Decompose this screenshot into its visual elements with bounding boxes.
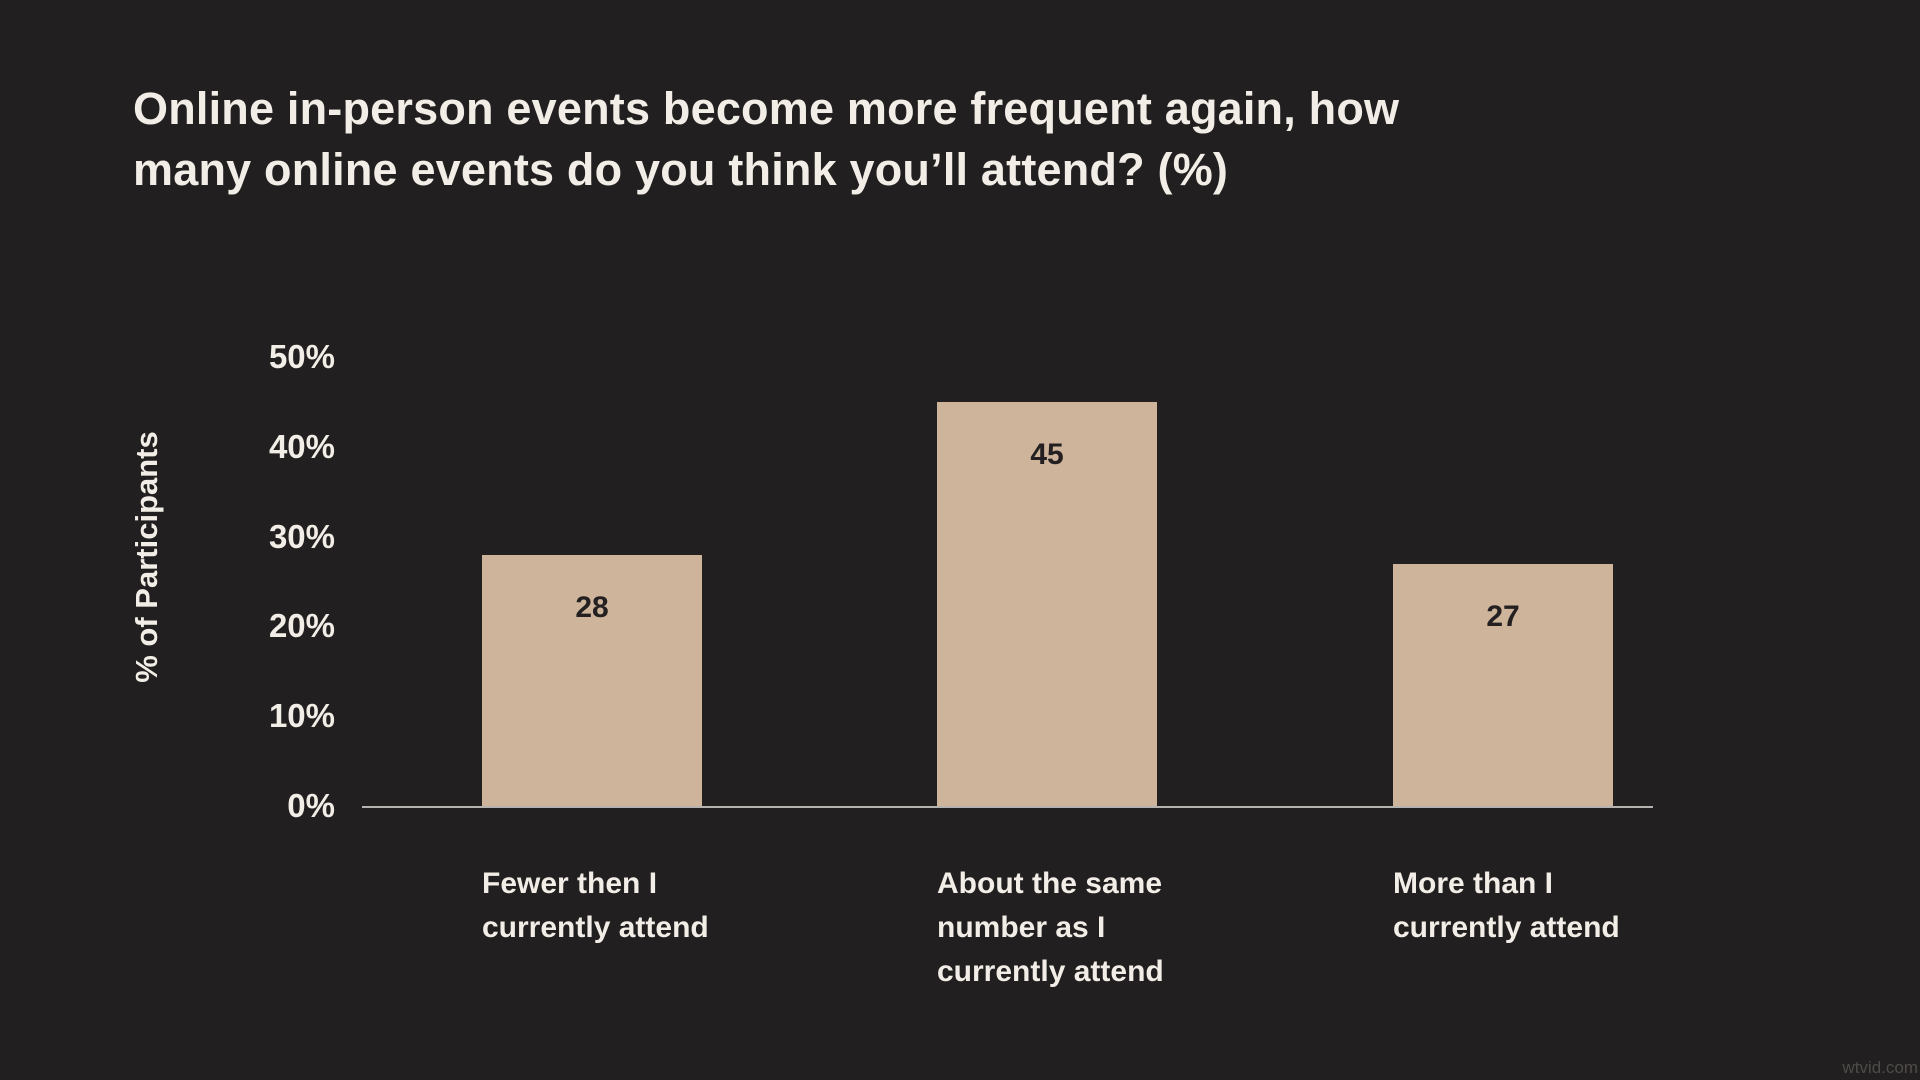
y-tick-label: 50% [268, 338, 335, 375]
x-category-label: About the same number as I currently att… [937, 867, 1164, 988]
plot-area: 28 45 27 [362, 357, 1653, 808]
bar: 45 [937, 401, 1157, 806]
chart-title: Online in-person events become more freq… [133, 83, 1400, 195]
bar-value-label: 28 [575, 590, 609, 624]
y-axis-title: % of Participants [129, 431, 164, 683]
bar-value-label: 27 [1486, 599, 1520, 633]
y-tick-label: 20% [268, 607, 335, 645]
x-axis-baseline [362, 806, 1653, 808]
y-tick-labels: 0% 10% 20% 30% 40% 50% [180, 338, 335, 824]
bar: 27 [1393, 563, 1613, 806]
x-category-label: More than I currently attend [1393, 867, 1620, 944]
y-tick-label: 40% [268, 427, 335, 465]
y-tick-label: 0% [287, 787, 335, 824]
y-tick-label: 10% [268, 697, 335, 735]
watermark: wtvid.com [1842, 1058, 1918, 1077]
bar-value-label: 45 [1030, 437, 1064, 471]
x-category-label: Fewer then I currently attend [482, 867, 709, 944]
bar: 28 [482, 554, 702, 806]
x-category-labels: Fewer then I currently attend About the s… [0, 862, 1920, 1022]
y-tick-label: 30% [268, 517, 335, 555]
